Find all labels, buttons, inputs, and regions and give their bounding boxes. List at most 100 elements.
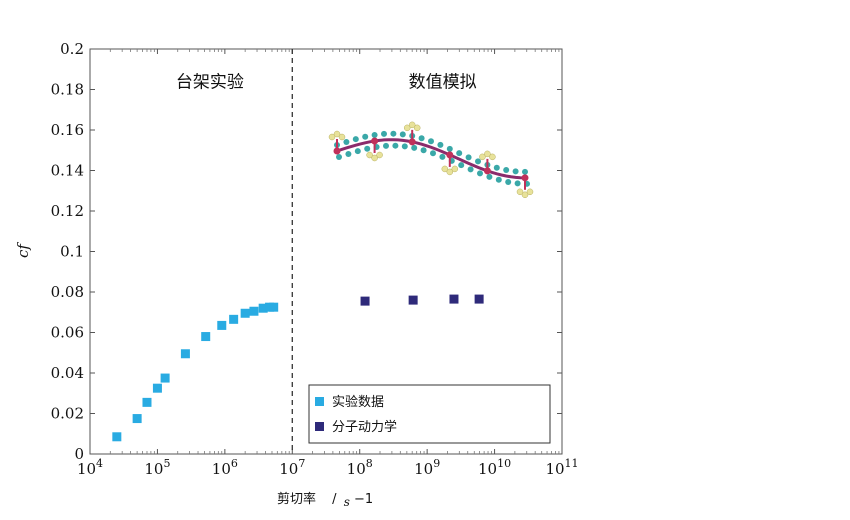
point-s1-3 — [474, 294, 484, 304]
legend-box — [308, 384, 551, 444]
data-points — [112, 294, 484, 442]
molecule-atom — [371, 131, 378, 138]
molecule-atom — [477, 170, 483, 177]
point-s0-7 — [217, 320, 227, 330]
molecule-atom — [475, 158, 481, 165]
point-s0-6 — [201, 332, 211, 342]
molecule-atom — [493, 164, 500, 171]
molecule-end-atom — [408, 121, 416, 129]
molecule-atom — [390, 130, 397, 137]
x-tick-label-5: 109 — [414, 457, 440, 478]
legend-label-experiment: 实验数据 — [332, 394, 384, 410]
molecule-end-atom — [521, 191, 529, 199]
point-s0-0 — [112, 432, 122, 442]
molecule-end-atom — [366, 151, 373, 159]
molecule-joint — [408, 138, 416, 146]
point-s0-8 — [229, 314, 239, 324]
x-tick-label-4: 108 — [347, 457, 373, 478]
point-s0-2 — [142, 397, 152, 407]
legend-label-md: 分子动力学 — [332, 419, 397, 435]
y-tick-label-9: 0.18 — [51, 81, 84, 99]
molecule-end-atom — [489, 153, 496, 161]
y-tick-label-8: 0.16 — [51, 121, 84, 139]
y-tick-label-0: 0 — [74, 445, 84, 463]
y-tick-label-6: 0.12 — [51, 202, 84, 220]
x-axis-title-text: 剪切率 — [277, 491, 316, 507]
point-s0-10 — [249, 306, 259, 316]
molecule-atom — [401, 143, 408, 150]
y-tick-labels: 0 0.02 0.04 0.06 0.08 0.1 0.12 0.14 0.16 0.18 0.2 — [51, 40, 84, 463]
molecule-atom — [446, 145, 453, 152]
point-s0-1 — [132, 414, 142, 424]
molecule-atom — [411, 144, 418, 151]
molecule-atom — [336, 154, 342, 160]
y-tick-label-10: 0.2 — [60, 40, 84, 58]
point-s1-0 — [360, 296, 370, 306]
molecule-joint — [483, 167, 491, 175]
molecule-end-atom — [403, 124, 411, 132]
molecule-end-atom — [338, 133, 346, 141]
molecule-atom — [343, 138, 350, 145]
x-axis-unit-slash: / — [332, 492, 337, 507]
y-tick-label-1: 0.02 — [51, 405, 84, 423]
region-label-experiment: 台架实验 — [176, 72, 244, 92]
x-tick-label-2: 106 — [212, 457, 238, 478]
molecule-atom — [467, 166, 474, 173]
molecule-end-atom — [446, 168, 454, 176]
molecule-atom — [399, 131, 406, 138]
x-tick-label-1: 105 — [144, 457, 170, 478]
molecule-atom — [364, 145, 371, 152]
molecule-atom — [503, 166, 510, 173]
legend-swatch-experiment — [315, 397, 324, 406]
point-s0-9 — [240, 308, 250, 318]
molecule-end-atom — [376, 151, 383, 159]
molecule-end-atom — [371, 154, 378, 162]
molecule-atom — [354, 148, 361, 155]
molecule-atom — [458, 162, 465, 169]
tick-marks — [89, 48, 563, 455]
x-axis-unit-var: s — [344, 495, 350, 509]
y-axis-title: cf — [14, 242, 32, 258]
region-label-simulation: 数值模拟 — [409, 72, 477, 92]
point-s0-4 — [160, 373, 170, 383]
molecule-end-atom — [526, 188, 534, 196]
molecule-atom — [345, 150, 352, 157]
y-tick-label-7: 0.14 — [51, 162, 84, 180]
molecule-backbone — [336, 138, 526, 180]
molecule-atom — [352, 136, 359, 143]
molecule-illustration — [328, 121, 534, 199]
molecule-atom — [418, 135, 425, 142]
molecule-end-atom — [516, 188, 524, 196]
molecule-atom — [465, 154, 472, 161]
molecule-atom — [486, 173, 493, 180]
y-tick-label-2: 0.04 — [51, 364, 84, 382]
x-axis-unit-exp: −1 — [354, 492, 373, 507]
point-s1-1 — [408, 295, 418, 305]
molecule-atom — [522, 168, 528, 175]
molecule-atom — [392, 142, 399, 149]
molecule-atom — [495, 176, 502, 183]
point-s0-3 — [152, 383, 162, 393]
molecule-atom — [456, 150, 463, 157]
molecule-joint — [446, 151, 454, 159]
molecule-atom — [437, 141, 444, 148]
x-tick-label-3: 107 — [279, 457, 305, 478]
x-tick-label-7: 1011 — [545, 457, 578, 478]
legend-swatch-md — [315, 422, 324, 431]
molecule-atom — [420, 147, 427, 154]
molecule-joint — [521, 174, 529, 182]
x-axis-title: 剪切率 / s −1 — [277, 491, 373, 510]
molecule-end-atom — [333, 130, 341, 138]
molecule-atom — [381, 130, 387, 137]
molecule-atom — [505, 178, 512, 185]
molecule-atom — [383, 142, 389, 149]
molecule-atom — [430, 150, 436, 157]
point-s0-5 — [180, 349, 190, 359]
molecule-end-atom — [451, 165, 459, 173]
point-s0-13 — [269, 302, 279, 312]
y-tick-label-5: 0.1 — [60, 243, 84, 261]
molecule-end-atom — [413, 124, 421, 132]
molecule-atom — [512, 168, 519, 175]
x-tick-label-0: 104 — [77, 457, 103, 478]
